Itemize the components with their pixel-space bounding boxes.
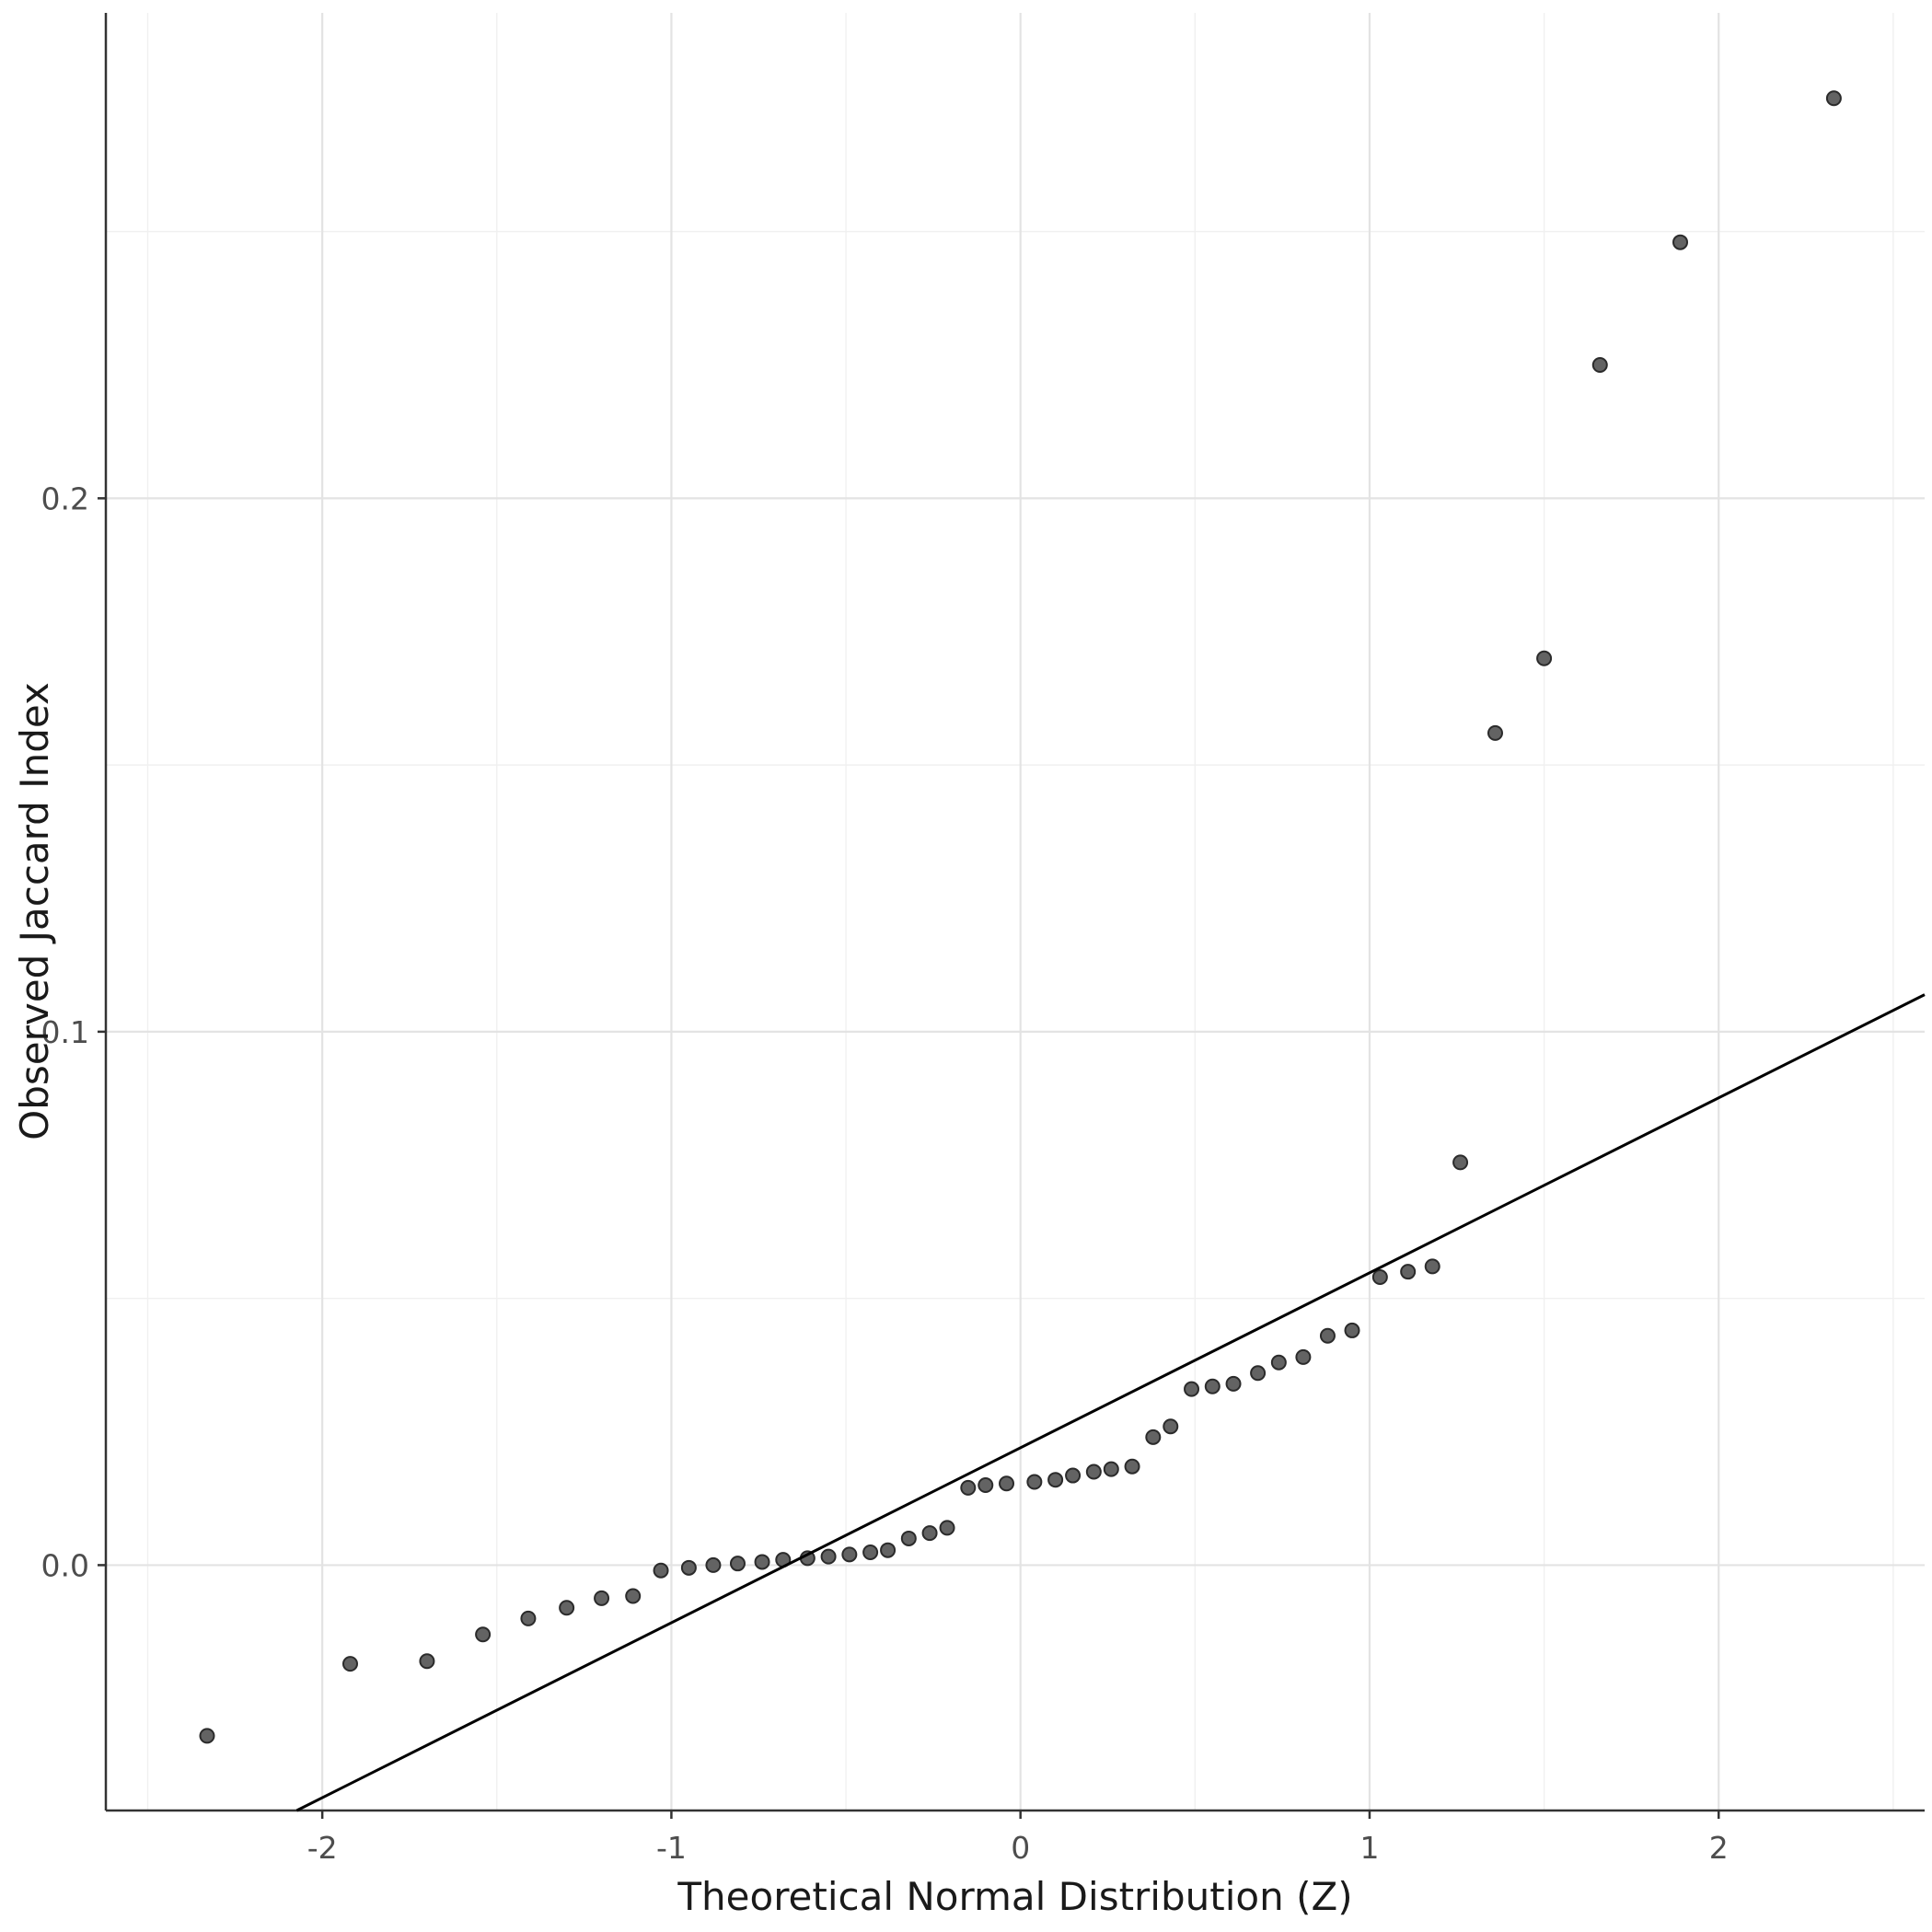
data-point bbox=[559, 1600, 575, 1616]
x-tick-label: 2 bbox=[1709, 1830, 1729, 1866]
data-point bbox=[520, 1610, 537, 1626]
data-point bbox=[419, 1653, 435, 1670]
data-point bbox=[1536, 650, 1553, 666]
data-point bbox=[1424, 1258, 1440, 1275]
x-tick-label: -1 bbox=[656, 1830, 687, 1866]
data-point bbox=[1250, 1365, 1267, 1382]
data-point bbox=[1047, 1472, 1064, 1488]
data-point bbox=[199, 1728, 215, 1744]
data-point bbox=[900, 1530, 917, 1546]
data-point bbox=[1145, 1429, 1162, 1445]
x-axis-title: Theoretical Normal Distribution (Z) bbox=[677, 1874, 1353, 1919]
data-point bbox=[1065, 1467, 1082, 1484]
data-point bbox=[1371, 1268, 1388, 1285]
data-point bbox=[625, 1588, 642, 1604]
data-point bbox=[341, 1656, 358, 1672]
data-point bbox=[1344, 1322, 1360, 1338]
y-tick-label: 0.2 bbox=[41, 480, 89, 516]
data-point bbox=[754, 1554, 770, 1570]
data-point bbox=[1591, 356, 1608, 373]
data-point bbox=[1225, 1375, 1242, 1392]
data-point bbox=[1103, 1461, 1119, 1477]
data-point bbox=[1452, 1154, 1469, 1171]
data-point bbox=[978, 1476, 994, 1493]
data-point bbox=[862, 1544, 879, 1561]
data-point bbox=[1487, 724, 1503, 741]
data-point bbox=[475, 1626, 492, 1643]
data-point bbox=[680, 1559, 697, 1576]
data-point bbox=[1672, 234, 1689, 250]
data-point bbox=[1124, 1458, 1140, 1475]
data-point bbox=[1400, 1264, 1417, 1280]
data-point bbox=[1319, 1327, 1336, 1344]
data-point bbox=[1026, 1474, 1043, 1490]
x-tick-label: -2 bbox=[307, 1830, 338, 1866]
data-point bbox=[1085, 1463, 1102, 1480]
data-point bbox=[960, 1479, 977, 1496]
data-point bbox=[653, 1562, 669, 1579]
x-tick-label: 0 bbox=[1011, 1830, 1030, 1866]
data-point bbox=[1295, 1348, 1312, 1365]
data-point bbox=[841, 1546, 858, 1563]
x-tick-label: 1 bbox=[1359, 1830, 1379, 1866]
data-point bbox=[1825, 90, 1842, 107]
data-point bbox=[880, 1542, 897, 1558]
data-point bbox=[729, 1556, 746, 1572]
data-point bbox=[594, 1590, 610, 1606]
data-point bbox=[999, 1475, 1015, 1492]
data-point bbox=[1204, 1378, 1221, 1394]
data-point bbox=[1270, 1354, 1287, 1371]
y-axis-title: Observed Jaccard Index bbox=[12, 682, 57, 1140]
y-tick-label: 0.0 bbox=[41, 1547, 89, 1583]
y-tick-label: 0.1 bbox=[41, 1014, 89, 1050]
data-point bbox=[705, 1556, 722, 1573]
data-point bbox=[1184, 1381, 1200, 1397]
data-point bbox=[939, 1520, 955, 1536]
data-point bbox=[820, 1548, 837, 1565]
qq-reference-line bbox=[295, 993, 1926, 1812]
data-point bbox=[1163, 1418, 1179, 1435]
data-point bbox=[921, 1525, 938, 1542]
